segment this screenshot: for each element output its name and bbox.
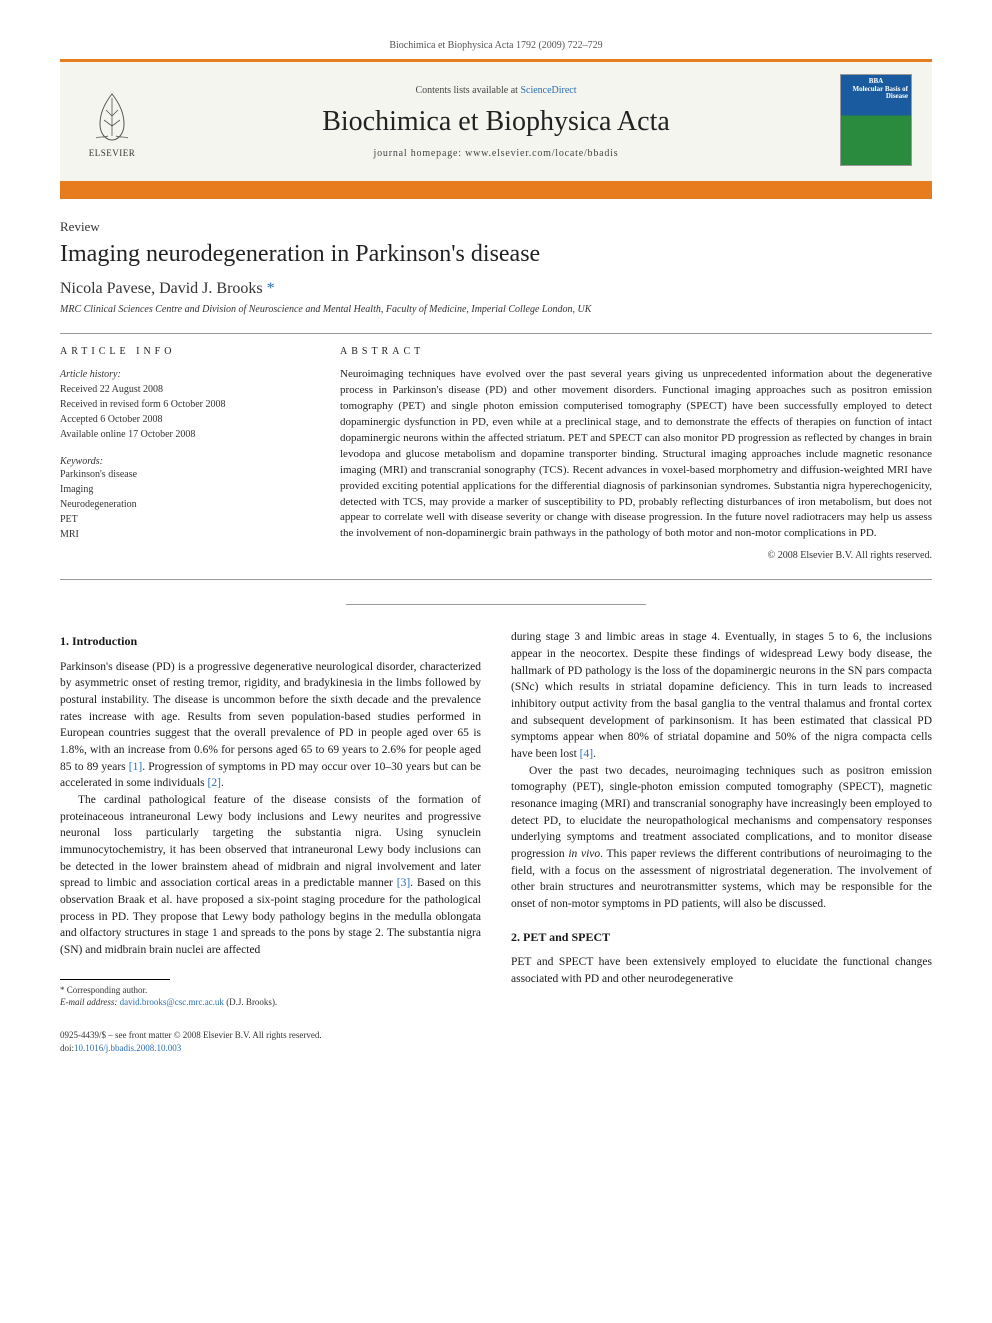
- homepage-line: journal homepage: www.elsevier.com/locat…: [152, 148, 840, 159]
- publisher-block: ELSEVIER: [72, 86, 152, 158]
- keywords-label: Keywords:: [60, 456, 300, 467]
- corr-email-link[interactable]: david.brooks@csc.mrc.ac.uk: [120, 997, 224, 1007]
- homepage-url[interactable]: www.elsevier.com/locate/bbadis: [465, 148, 618, 159]
- article-info-block: ARTICLE INFO Article history: Received 2…: [60, 346, 300, 561]
- article-title: Imaging neurodegeneration in Parkinson's…: [60, 241, 932, 268]
- page-footer: 0925-4439/$ – see front matter © 2008 El…: [60, 1029, 481, 1054]
- keyword: Neurodegeneration: [60, 497, 300, 512]
- homepage-prefix: journal homepage:: [374, 148, 466, 159]
- corr-label: * Corresponding author.: [60, 984, 481, 997]
- keyword: PET: [60, 512, 300, 527]
- affiliation: MRC Clinical Sciences Centre and Divisio…: [60, 304, 932, 315]
- elsevier-tree-icon: [82, 86, 142, 146]
- online-date: Available online 17 October 2008: [60, 427, 300, 442]
- doi-prefix: doi:: [60, 1043, 74, 1053]
- email-who: (D.J. Brooks).: [226, 997, 277, 1007]
- cover-sub: Molecular Basis of Disease: [844, 86, 908, 101]
- running-header: Biochimica et Biophysica Acta 1792 (2009…: [60, 40, 932, 51]
- sciencedirect-link[interactable]: ScienceDirect: [520, 85, 576, 96]
- abstract-block: ABSTRACT Neuroimaging techniques have ev…: [340, 346, 932, 561]
- divider: [60, 333, 932, 334]
- corresponding-author-footnote: * Corresponding author. E-mail address: …: [60, 984, 481, 1009]
- cover-thumbnail-wrap: BBA Molecular Basis of Disease: [840, 74, 920, 169]
- right-column: during stage 3 and limbic areas in stage…: [511, 629, 932, 1054]
- reference-link[interactable]: [3]: [397, 877, 410, 889]
- abstract-copyright: © 2008 Elsevier B.V. All rights reserved…: [340, 550, 932, 561]
- article-type: Review: [60, 219, 932, 235]
- accepted-date: Accepted 6 October 2008: [60, 412, 300, 427]
- abstract-text: Neuroimaging techniques have evolved ove…: [340, 367, 932, 542]
- reference-link[interactable]: [4]: [580, 748, 593, 760]
- history-label: Article history:: [60, 367, 300, 382]
- footnote-separator: [60, 979, 170, 980]
- contents-prefix: Contents lists available at: [415, 85, 520, 96]
- author-line: Nicola Pavese, David J. Brooks *: [60, 280, 932, 298]
- publisher-name: ELSEVIER: [89, 148, 136, 158]
- abstract-heading: ABSTRACT: [340, 346, 932, 357]
- body-paragraph: The cardinal pathological feature of the…: [60, 792, 481, 959]
- reference-link[interactable]: [2]: [208, 777, 221, 789]
- corresponding-mark-icon: *: [267, 280, 275, 297]
- issn-line: 0925-4439/$ – see front matter © 2008 El…: [60, 1029, 481, 1042]
- section-1-title: 1. Introduction: [60, 633, 481, 650]
- keyword: Imaging: [60, 482, 300, 497]
- doi-link[interactable]: 10.1016/j.bbadis.2008.10.003: [74, 1043, 181, 1053]
- divider: [60, 579, 932, 580]
- journal-title: Biochimica et Biophysica Acta: [152, 106, 840, 138]
- body-paragraph: PET and SPECT have been extensively empl…: [511, 954, 932, 987]
- body-two-column: 1. Introduction Parkinson's disease (PD)…: [60, 629, 932, 1054]
- section-separator: [346, 604, 646, 605]
- article-info-heading: ARTICLE INFO: [60, 346, 300, 357]
- journal-banner: ELSEVIER Contents lists available at Sci…: [60, 59, 932, 199]
- received-date: Received 22 August 2008: [60, 382, 300, 397]
- section-2-title: 2. PET and SPECT: [511, 929, 932, 946]
- left-column: 1. Introduction Parkinson's disease (PD)…: [60, 629, 481, 1054]
- revised-date: Received in revised form 6 October 2008: [60, 397, 300, 412]
- journal-cover-icon: BBA Molecular Basis of Disease: [840, 74, 912, 166]
- body-paragraph: Parkinson's disease (PD) is a progressiv…: [60, 659, 481, 792]
- reference-link[interactable]: [1]: [129, 761, 142, 773]
- body-paragraph: Over the past two decades, neuroimaging …: [511, 763, 932, 913]
- keyword: Parkinson's disease: [60, 467, 300, 482]
- authors: Nicola Pavese, David J. Brooks: [60, 280, 263, 297]
- contents-line: Contents lists available at ScienceDirec…: [152, 85, 840, 96]
- body-paragraph: during stage 3 and limbic areas in stage…: [511, 629, 932, 762]
- keyword: MRI: [60, 527, 300, 542]
- email-label: E-mail address:: [60, 997, 117, 1007]
